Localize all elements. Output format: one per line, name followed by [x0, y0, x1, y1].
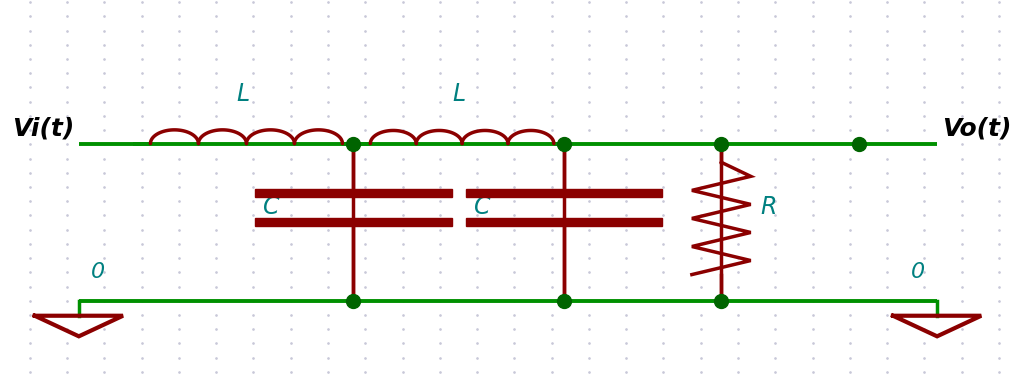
Text: L: L [237, 82, 250, 106]
Text: Vi(t): Vi(t) [11, 116, 74, 141]
Text: C: C [263, 195, 280, 219]
Text: 0: 0 [90, 262, 104, 282]
Text: Vo(t): Vo(t) [942, 116, 1012, 141]
Polygon shape [255, 188, 452, 197]
Text: R: R [761, 195, 777, 219]
Text: 0: 0 [911, 262, 926, 282]
Text: C: C [474, 195, 490, 219]
Polygon shape [255, 218, 452, 226]
Text: L: L [453, 82, 466, 106]
Polygon shape [466, 218, 663, 226]
Polygon shape [466, 188, 663, 197]
